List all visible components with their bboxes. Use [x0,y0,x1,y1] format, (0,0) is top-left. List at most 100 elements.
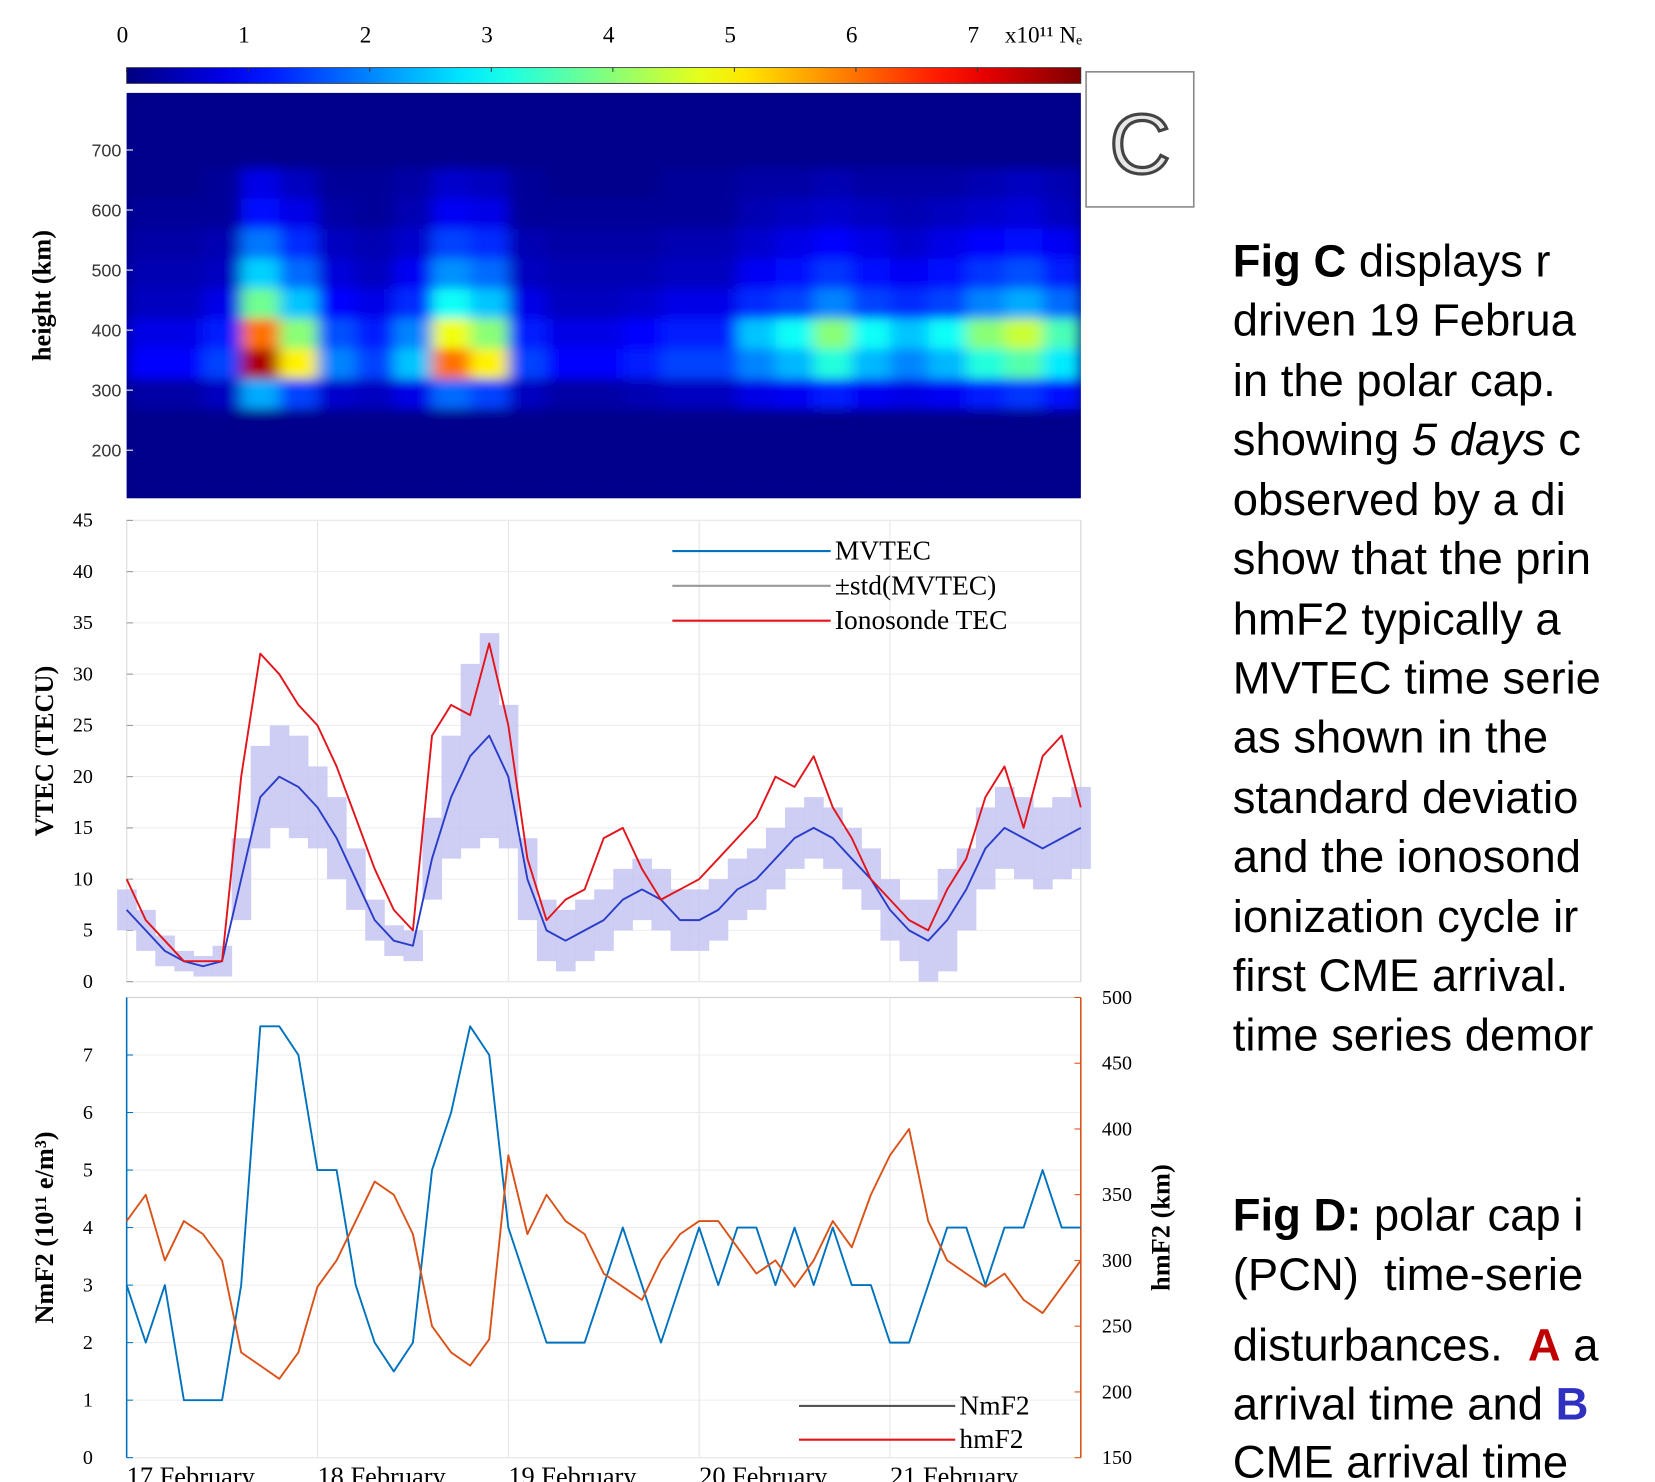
heatmap-cell [1042,288,1081,319]
heatmap-cell [737,228,777,259]
panel-label-box [1085,71,1195,208]
heatmap-cell [508,167,548,199]
heatmap-cell [279,228,319,259]
y-tick-label: 300 [91,380,121,400]
heatmap-cell [317,438,357,469]
heatmap-cell [660,288,700,319]
y-tick-label: 1 [83,1389,93,1411]
heatmap-cell [126,408,166,439]
heatmap-cell [928,198,967,229]
heatmap-cell [928,348,967,379]
heatmap-cell [737,288,777,319]
heatmap-cell [202,137,242,169]
heatmap-cell [622,348,662,379]
heatmap-cell [546,348,586,379]
heatmap-cell [546,92,586,139]
heatmap-cell [928,92,967,139]
y2-tick-label: 350 [1102,1184,1132,1206]
prose-line: (PCN) time-serie [1233,1249,1583,1300]
heatmap-cell [241,198,280,229]
heatmap-cell [737,318,777,349]
heatmap-cell [164,348,204,379]
heatmap-cell [126,228,166,259]
heatmap-cell [584,378,624,409]
heatmap-cell [317,468,357,499]
heatmap-cell [622,408,662,439]
prose-run: B [1556,1379,1589,1430]
heatmap-cell [622,288,662,319]
heatmap-cell [202,228,242,259]
heatmap-cell [164,258,204,289]
heatmap-cell [737,348,777,379]
heatmap-cell [317,318,357,349]
prose-line: Fig C displays r [1233,236,1551,287]
heatmap-cell [928,438,967,469]
heatmap-cell [508,438,548,469]
heatmap-cell [126,137,166,169]
heatmap-cell [431,318,471,349]
heatmap-cell [241,258,280,289]
x-tick-label: 19 February [508,1461,637,1482]
heatmap-cell [622,318,662,349]
heatmap-cell [317,167,357,199]
heatmap-cell [355,167,395,199]
heatmap-cell [317,258,357,289]
heatmap-cell [928,167,967,199]
series-line [125,1025,1081,1402]
heatmap-cell [1042,92,1081,139]
heatmap-cell [279,198,319,229]
heatmap-cell [699,258,738,289]
heatmap-cell [431,258,471,289]
heatmap-cell [813,438,853,469]
heatmap-cell [775,258,815,289]
heatmap-cell [470,167,509,199]
heatmap-cell [889,438,929,469]
heatmap [126,92,1081,499]
y2-tick-label: 250 [1102,1316,1132,1338]
heatmap-cell [851,92,891,139]
heatmap-cell [851,288,891,319]
heatmap-cell [851,167,891,199]
y-tick-label: 700 [91,140,121,160]
heatmap-cell [431,468,471,499]
heatmap-cell [928,378,967,409]
prose-run: Fig C [1233,236,1346,287]
x-tick-label: 17 February [127,1461,256,1482]
y-tick-label: 6 [83,1102,93,1124]
heatmap-cell [241,438,280,469]
prose-run: showing [1233,414,1412,465]
heatmap-cell [889,288,929,319]
heatmap-cell [584,198,624,229]
heatmap-cell [202,167,242,199]
prose-line: time series demor [1233,1009,1594,1060]
heatmap-cell [737,92,777,139]
heatmap-cell [775,167,815,199]
heatmap-cell [1004,438,1044,469]
series-line [125,642,1082,963]
heatmap-cell [660,198,700,229]
heatmap-cell [622,92,662,139]
heatmap-cell [241,92,280,139]
heatmap-cell [1042,198,1081,229]
heatmap-cell [1004,348,1044,379]
heatmap-cell [508,378,548,409]
heatmap-cell [1042,348,1081,379]
heatmap-cell [889,228,929,259]
heatmap-cell [546,288,586,319]
x-tick-label: 18 February [317,1461,446,1482]
heatmap-cell [126,348,166,379]
heatmap-cell [584,167,624,199]
heatmap-cell [393,92,433,139]
heatmap-cell [813,288,853,319]
heatmap-cell [508,258,548,289]
heatmap-cell [241,378,280,409]
heatmap-cell [775,408,815,439]
heatmap-cell [126,258,166,289]
heatmap-cell [660,258,700,289]
heatmap-cell [202,468,242,499]
heatmap-cell [584,348,624,379]
prose-run: and the ionosond [1233,831,1581,882]
heatmap-cell [546,228,586,259]
prose-run: driven 19 Februa [1233,295,1577,346]
heatmap-cell [393,167,433,199]
